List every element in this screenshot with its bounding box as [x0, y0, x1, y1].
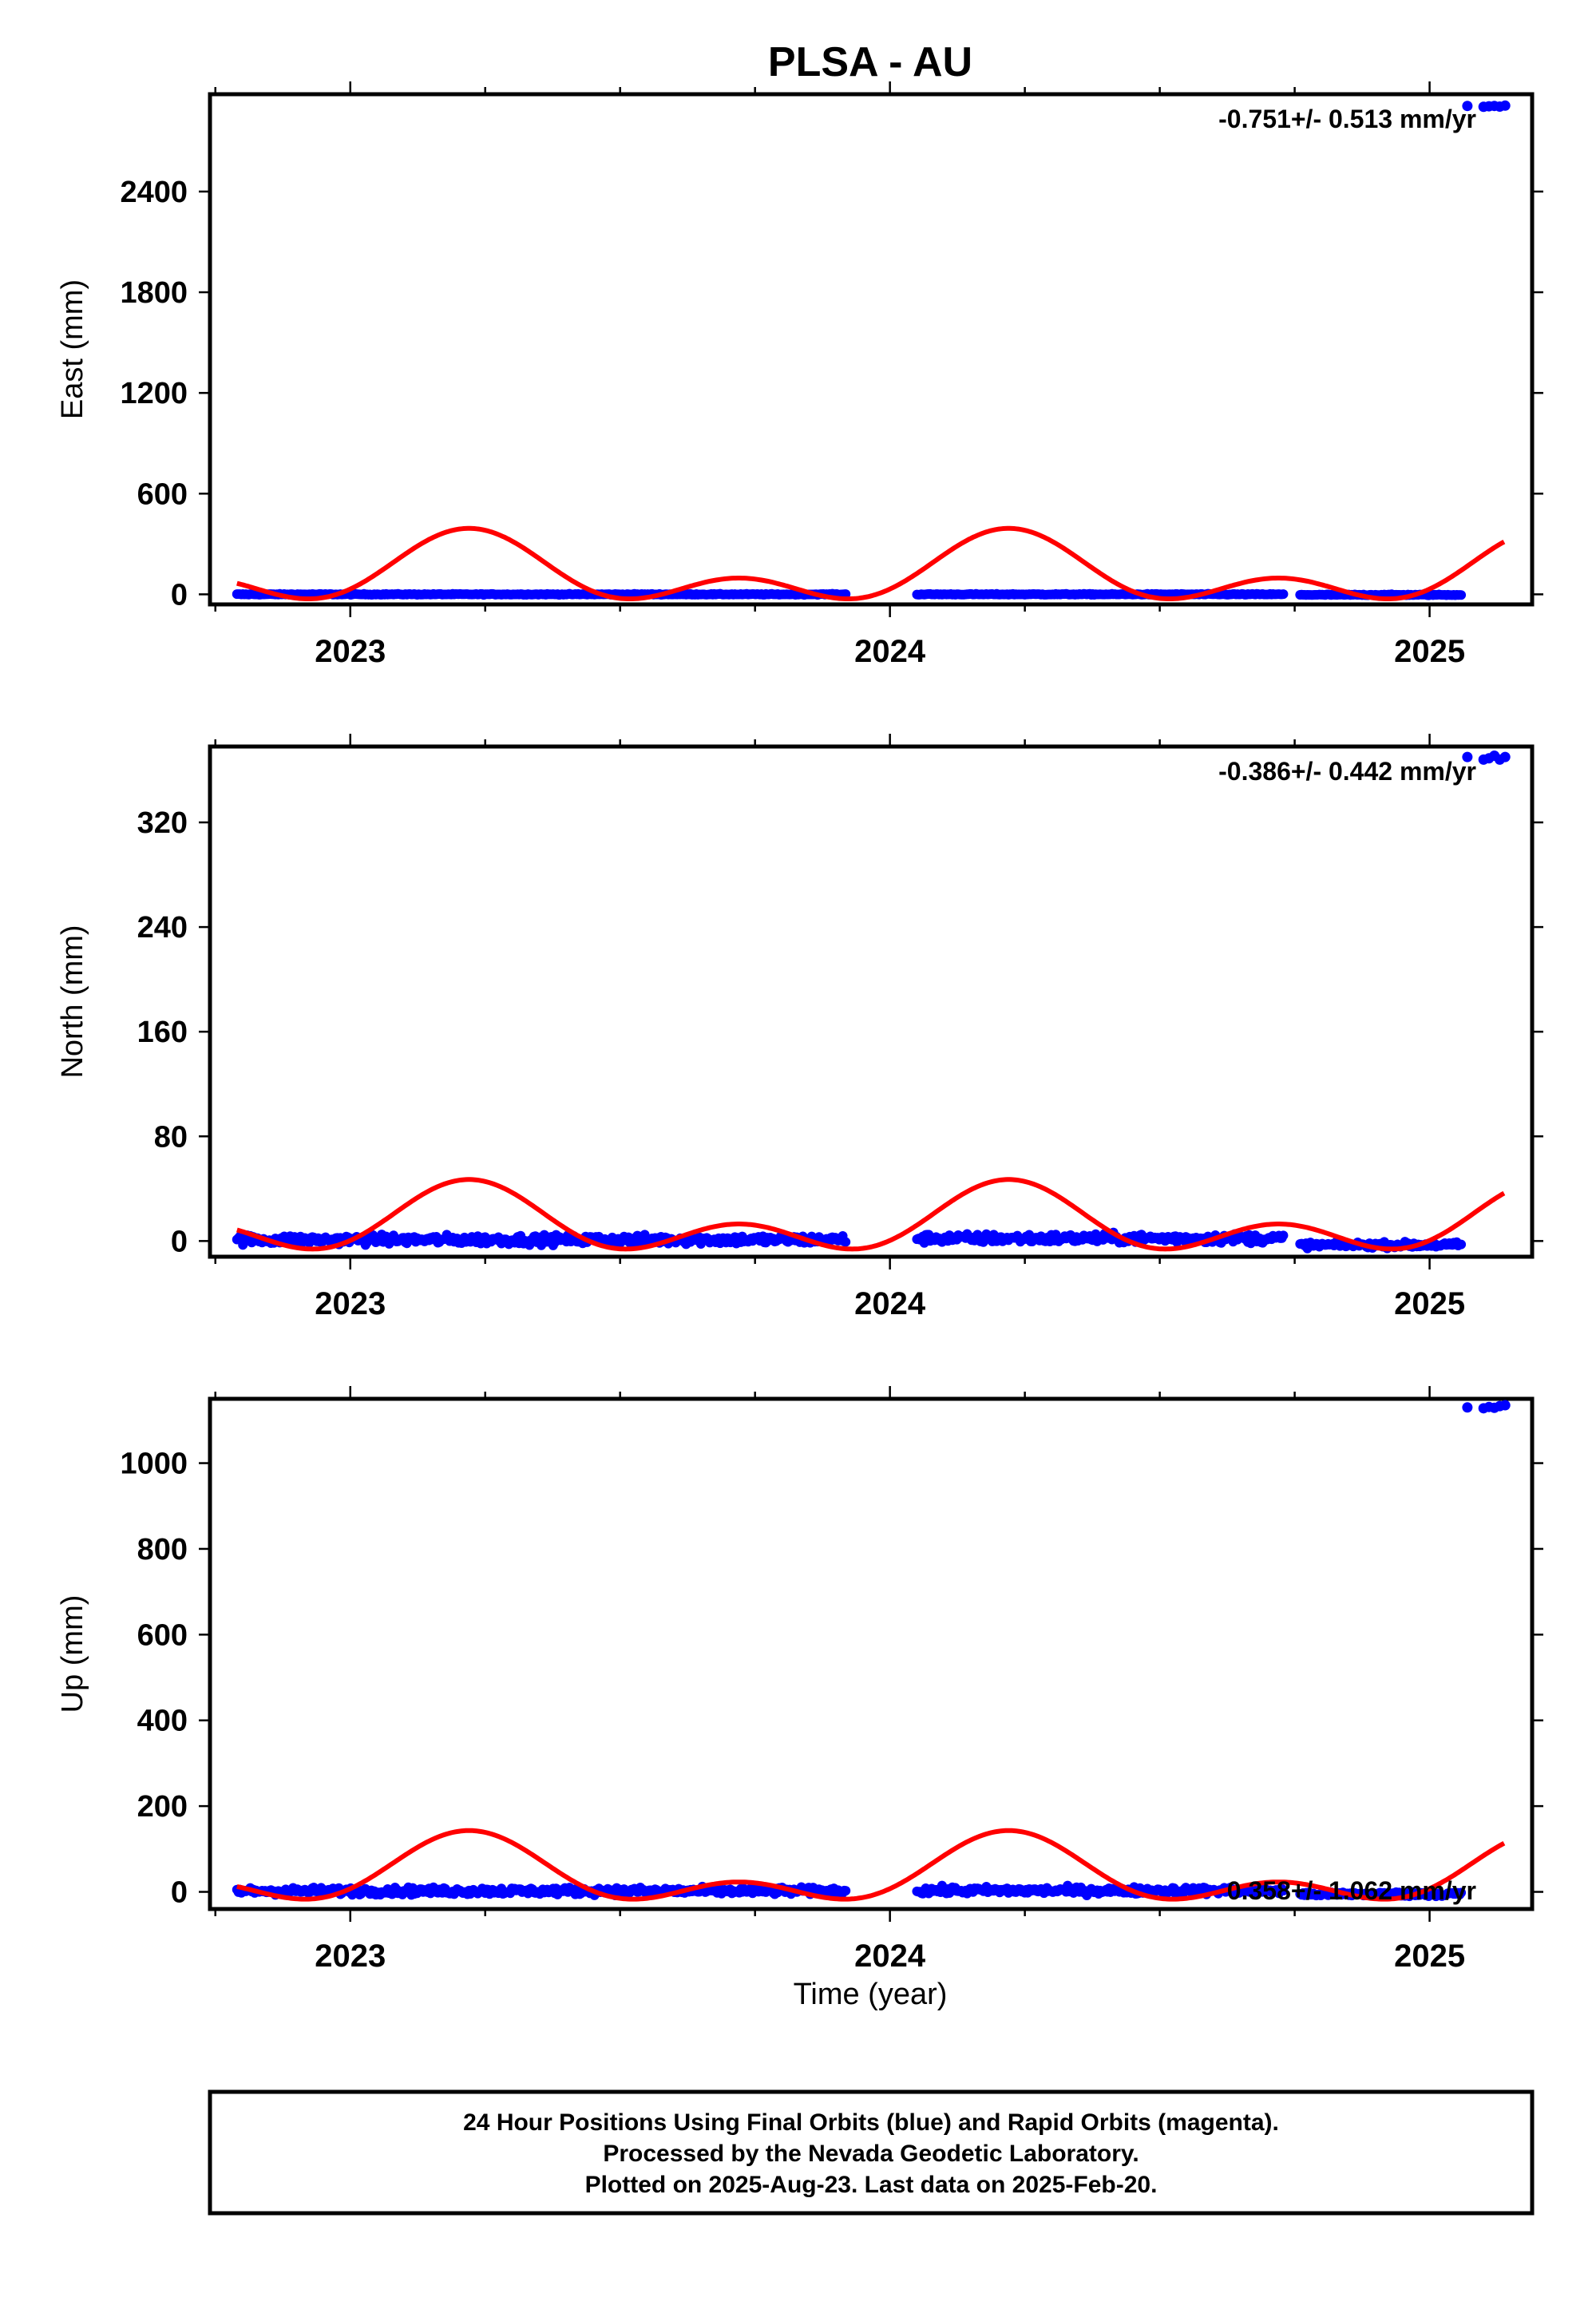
data-points: [232, 1400, 1511, 1902]
y-tick-label: 0: [171, 1876, 188, 1910]
y-tick-label: 0: [171, 1225, 188, 1258]
data-point: [1499, 100, 1511, 111]
y-tick-label: 240: [137, 911, 188, 945]
data-point: [1499, 1400, 1511, 1411]
panel-east: 0 600 1200 1800 2400 2023 2024 2025 East (mm) -0.…: [56, 81, 1543, 669]
x-tick-label: 2024: [854, 1939, 926, 1974]
data-point: [1278, 1230, 1289, 1241]
plot-frame: [208, 744, 1535, 1259]
x-tick-label: 2023: [315, 1939, 386, 1974]
y-tick-label: 1800: [120, 276, 188, 310]
y-tick-label: 1200: [120, 377, 188, 410]
plot-frame: [208, 92, 1535, 607]
y-axis-label: East (mm): [56, 279, 89, 419]
y-tick-label: 200: [137, 1790, 188, 1824]
y-tick-label: 80: [154, 1120, 188, 1154]
plot-frame: [208, 1396, 1535, 1911]
x-tick-label: 2024: [854, 634, 926, 669]
x-tick-label: 2025: [1394, 1939, 1465, 1974]
y-tick-label: 160: [137, 1016, 188, 1049]
y-tick-label: 320: [137, 806, 188, 840]
rate-label: 0.358+/- 1.062 mm/yr: [1227, 1876, 1476, 1905]
data-points: [232, 100, 1511, 600]
x-tick-label: 2023: [315, 1286, 386, 1321]
data-point: [1456, 590, 1467, 600]
panel-up: 0 200 400 600 800 1000 2023 2024 2025 Up (mm) 0.35…: [56, 1386, 1543, 1974]
rate-label: -0.386+/- 0.442 mm/yr: [1218, 757, 1476, 786]
data-point: [1462, 101, 1473, 112]
y-tick-label: 600: [137, 1618, 188, 1652]
panel-north: 0 80 160 240 320 2023 2024 2025 North (mm) -0.386…: [56, 734, 1543, 1321]
footer-box: 24 Hour Positions Using Final Orbits (bl…: [208, 2089, 1535, 2216]
model-curve: [236, 525, 1506, 601]
data-point: [1499, 751, 1511, 762]
x-tick-label: 2023: [315, 634, 386, 669]
y-tick-label: 2400: [120, 176, 188, 209]
data-point: [1278, 1886, 1289, 1896]
footer-line-1: 24 Hour Positions Using Final Orbits (bl…: [463, 2109, 1279, 2136]
y-tick-label: 600: [137, 477, 188, 511]
x-tick-label: 2025: [1394, 1286, 1465, 1321]
data-points: [232, 750, 1511, 1254]
y-axis-label: North (mm): [56, 925, 89, 1078]
rate-label: -0.751+/- 0.513 mm/yr: [1218, 105, 1476, 133]
data-point: [1462, 1402, 1473, 1413]
x-tick-label: 2025: [1394, 634, 1465, 669]
data-point: [1462, 751, 1473, 762]
footer-line-3: Plotted on 2025-Aug-23. Last data on 202…: [585, 2172, 1158, 2198]
y-tick-label: 400: [137, 1705, 188, 1738]
chart-title: PLSA - AU: [768, 39, 972, 85]
x-axis-label: Time (year): [794, 1978, 948, 2011]
data-point: [1456, 1887, 1467, 1898]
data-point: [1456, 1239, 1467, 1250]
y-axis-label: Up (mm): [56, 1595, 89, 1713]
x-tick-label: 2024: [854, 1286, 926, 1321]
y-tick-label: 800: [137, 1533, 188, 1566]
y-tick-label: 0: [171, 578, 188, 612]
data-point: [841, 1237, 851, 1247]
footer-line-2: Processed by the Nevada Geodetic Laborat…: [603, 2141, 1139, 2167]
y-tick-label: 1000: [120, 1448, 188, 1481]
model-curve: [236, 1828, 1506, 1902]
data-point: [1278, 589, 1289, 600]
footer-frame: [208, 2089, 1535, 2216]
data-point: [841, 1886, 851, 1896]
model-curve: [236, 1177, 1506, 1252]
